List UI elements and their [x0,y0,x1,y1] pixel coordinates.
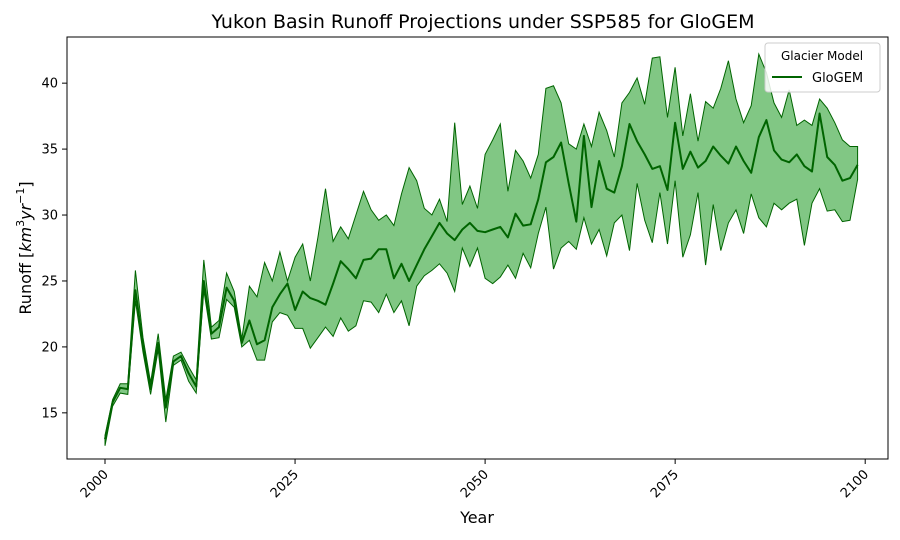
y-tick-label: 25 [41,274,58,289]
plot-frame [66,36,889,460]
y-axis-title-close: ] [16,181,35,187]
y-tick-label: 30 [41,209,58,224]
series-line-glogem [104,112,859,440]
y-tick-label: 40 [41,77,58,92]
legend-title: Glacier Model [781,49,863,63]
y-tick-label: 35 [41,143,58,158]
y-tick-label: 20 [41,340,58,355]
x-tick-label: 2075 [648,467,682,501]
y-tick-label: 15 [41,406,58,421]
x-tick-label: 2050 [458,467,492,501]
legend: Glacier Model GloGEM [764,42,881,93]
plot-area [104,52,859,446]
y-axis-title-expm1: −1 [14,188,27,204]
chart-title: Yukon Basin Runoff Projections under SSP… [211,11,755,33]
legend-box [764,42,881,93]
x-axis: 2000 2025 2050 2075 2100 [78,459,872,501]
x-tick-label: 2000 [78,467,112,501]
x-tick-label: 2025 [268,467,302,501]
x-axis-title: Year [459,508,494,527]
y-axis-title-km: km [16,227,35,252]
y-axis-title-prefix: Runoff [ [16,252,35,315]
runoff-range-band [104,52,859,446]
y-axis-title-exp3: 3 [14,220,27,227]
legend-label-glogem: GloGEM [812,71,863,86]
y-axis: 15 20 25 30 35 40 [41,77,67,421]
x-tick-label: 2100 [838,467,872,501]
y-axis-title-yr: yr [16,202,35,220]
y-axis-title: Runoff [km3yr−1] [14,181,35,314]
